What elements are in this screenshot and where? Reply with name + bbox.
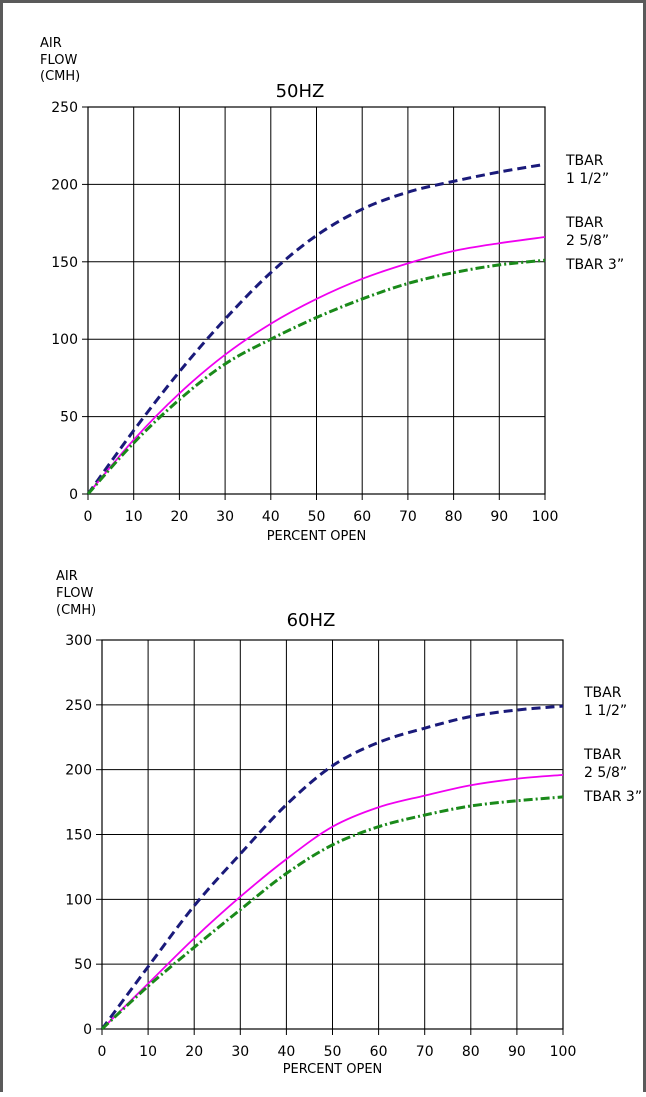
x-tick-label: 50 [308,509,326,525]
y-axis-label-line: FLOW [40,53,77,68]
y-tick-label: 250 [51,100,78,116]
series-2: TBAR 3” [88,257,624,494]
series-1: TBAR 2 5/8” [88,215,609,494]
y-tick-label: 0 [69,487,78,503]
chart-60hz: 0 10 20 30 40 50 60 70 80 90 100 0 50 100 150 200 250 300… [56,569,642,1077]
x-tick-label: 40 [277,1044,295,1060]
x-tick-label: 0 [84,509,93,525]
chart-title: 60HZ [287,610,336,631]
x-axis-label: PERCENT OPEN [283,1062,383,1077]
series-label-line: TBAR [583,747,622,763]
series-label-line: TBAR [565,153,604,169]
y-tick-label: 150 [51,255,78,271]
x-tick-label: 80 [462,1044,480,1060]
x-axis-label: PERCENT OPEN [267,529,367,544]
series-label-line: TBAR [583,685,622,701]
y-tick-label: 250 [65,698,92,714]
x-tick-label: 40 [262,509,280,525]
y-tick-label: 0 [83,1022,92,1038]
x-tick-label: 30 [231,1044,249,1060]
x-tick-label: 80 [445,509,463,525]
y-tick-label: 100 [51,332,78,348]
series-label-line: 2 5/8” [584,765,627,781]
y-axis-label-line: AIR [56,569,78,584]
x-tick-label: 70 [416,1044,434,1060]
x-tick-label: 60 [370,1044,388,1060]
y-tick-label: 200 [51,177,78,193]
x-tick-label: 10 [125,509,143,525]
y-tick-label: 100 [65,892,92,908]
x-tick-label: 100 [532,509,559,525]
series-0: TBAR 1 1/2” [102,685,627,1029]
y-axis-label-line: (CMH) [56,603,96,618]
y-axis-label-line: FLOW [56,586,93,601]
series-0: TBAR 1 1/2” [88,153,609,494]
x-tick-label: 20 [185,1044,203,1060]
x-tick-label: 60 [353,509,371,525]
chart-50hz: 0 10 20 30 40 50 60 70 80 90 100 0 50 100 150 200 250 50H… [40,36,624,544]
y-axis-label-line: AIR [40,36,62,51]
series-label-line: 1 1/2” [584,703,627,719]
x-tick-label: 30 [216,509,234,525]
x-tick-label: 0 [98,1044,107,1060]
y-tick-label: 150 [65,828,92,844]
series-label-line: TBAR 3” [565,257,624,273]
y-tick-label: 300 [65,633,92,649]
y-tick-label: 50 [60,410,78,426]
x-tick-label: 90 [508,1044,526,1060]
chart-title: 50HZ [276,81,325,102]
series-label-line: 2 5/8” [566,233,609,249]
y-axis-label-line: (CMH) [40,69,80,84]
x-tick-label: 50 [324,1044,342,1060]
x-tick-label: 90 [490,509,508,525]
y-tick-label: 200 [65,763,92,779]
series-label-line: 1 1/2” [566,171,609,187]
x-tick-label: 70 [399,509,417,525]
series-2: TBAR 3” [102,789,642,1029]
series-label-line: TBAR 3” [583,789,642,805]
series-1: TBAR 2 5/8” [102,747,627,1029]
x-tick-label: 100 [550,1044,577,1060]
series-label-line: TBAR [565,215,604,231]
y-tick-label: 50 [74,957,92,973]
x-tick-label: 10 [139,1044,157,1060]
x-tick-label: 20 [170,509,188,525]
